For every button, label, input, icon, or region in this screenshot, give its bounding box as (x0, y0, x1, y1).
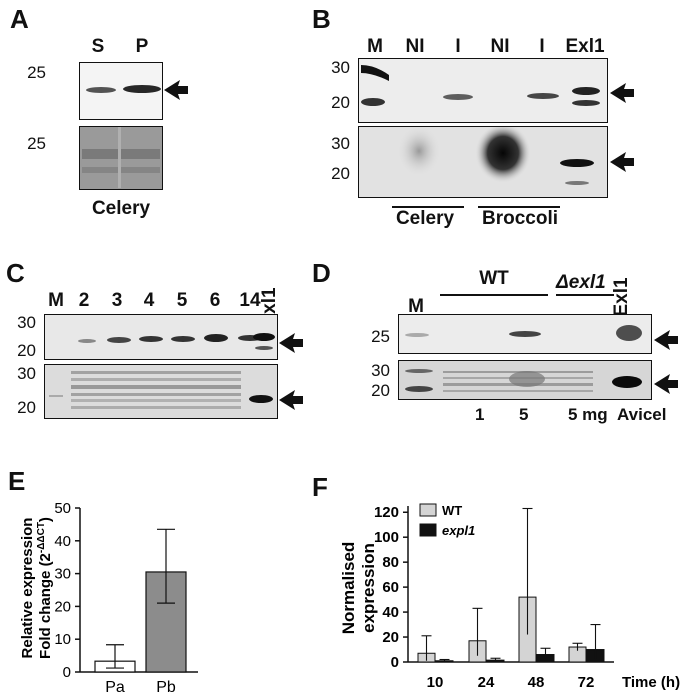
y-tick-label: 100 (374, 529, 399, 546)
y-axis-label-line2: expression (359, 543, 378, 633)
y-tick-label: 30 (54, 566, 71, 583)
western-blot-c (44, 314, 278, 360)
legend-swatch-expl1 (419, 523, 437, 537)
y-axis-label-line2: Fold change (2-ΔΔCT) (36, 517, 54, 659)
legend-label-wt: WT (442, 503, 462, 518)
x-tick-label: Pa (105, 679, 125, 694)
gel-stain-d (398, 360, 652, 400)
mw-marker-30: 30 (17, 313, 36, 332)
lane-label-delta-exl1: Δexl1 (556, 272, 606, 293)
y-tick-label: 80 (382, 554, 399, 571)
group-line-broccoli (478, 206, 560, 208)
lane-label-m: M (408, 296, 424, 317)
y-tick-label: 40 (382, 604, 399, 621)
x-tick-label: Pb (156, 679, 176, 694)
group-label-celery: Celery (395, 208, 455, 229)
western-blot-a (79, 62, 163, 120)
lane-label-2: 2 (78, 290, 90, 311)
mw-marker-20: 20 (331, 164, 350, 183)
mw-marker-30: 30 (331, 58, 350, 77)
panel-d-label: D (312, 258, 331, 288)
group-line-wt (440, 294, 548, 296)
x-axis-label: Time (h) (622, 674, 680, 691)
y-tick-label: 0 (63, 664, 71, 681)
panel-b-label: B (312, 4, 331, 34)
lane-label-3: 3 (111, 290, 123, 311)
x-tick-label: 10 (427, 674, 444, 691)
mw-marker-20: 20 (331, 93, 350, 112)
lane-label-i: I (539, 36, 545, 57)
x-tick-label: 24 (478, 674, 495, 691)
y-tick-label: 60 (382, 579, 399, 596)
caption-celery: Celery (91, 198, 151, 219)
group-line-celery (392, 206, 464, 208)
mw-marker-25: 25 (371, 327, 390, 346)
arrow-icon (279, 390, 303, 410)
x-tick-label: 72 (578, 674, 595, 691)
mw-marker-20: 20 (17, 341, 36, 360)
lane-label-exl1: Exl1 (565, 36, 605, 57)
mw-marker-25: 25 (27, 134, 46, 153)
mw-marker-30: 30 (17, 364, 36, 383)
lane-label-i: I (455, 36, 461, 57)
y-axis-label-line1: Relative expression (19, 518, 36, 659)
arrow-icon (610, 152, 634, 172)
lane-label-m: M (367, 36, 383, 57)
lane-label-5: 5 (176, 290, 188, 311)
y-tick-label: 10 (54, 631, 71, 648)
lane-label-exl1: Exl1 (611, 277, 632, 317)
arrow-icon (279, 333, 303, 353)
arrow-icon (654, 374, 678, 394)
arrow-icon (164, 80, 188, 100)
bar-chart-f: Normalised expression 0 20 40 60 80 100 120 10… (339, 503, 680, 691)
y-axis-label-line1: Normalised (339, 542, 358, 635)
lane-label-6: 6 (209, 290, 221, 311)
lane-label-m: M (48, 290, 64, 311)
mw-marker-20: 20 (17, 398, 36, 417)
lane-label-14: 14 (239, 290, 261, 311)
mw-marker-20: 20 (371, 381, 390, 400)
group-line-exl1 (556, 294, 614, 296)
y-tick-label: 20 (382, 629, 399, 646)
mw-marker-30: 30 (371, 361, 390, 380)
legend-swatch-wt (419, 503, 437, 517)
y-tick-label: 120 (374, 504, 399, 521)
arrow-icon (654, 330, 678, 350)
lane-label-ni: NI (490, 36, 510, 57)
x-tick-label: 48 (528, 674, 545, 691)
y-tick-label: 20 (54, 598, 71, 615)
bar-pb (145, 571, 187, 673)
arrow-icon (610, 83, 634, 103)
lane-label-s: S (91, 36, 105, 57)
bar-chart-e: Relative expression Fold change (2-ΔΔCT)… (19, 500, 198, 694)
legend-label-expl1: expl1 (442, 523, 475, 538)
avicel-label: Avicel (617, 405, 667, 424)
lane-label-wt: WT (479, 268, 509, 289)
y-tick-label: 40 (54, 533, 71, 550)
lane-label-p: P (135, 36, 149, 57)
mw-marker-25: 25 (27, 63, 46, 82)
western-blot-b (358, 58, 608, 123)
panel-f-label: F (312, 472, 328, 502)
panel-e-label: E (8, 466, 26, 496)
amount-label-1: 1 (475, 405, 485, 424)
y-tick-label: 50 (54, 500, 71, 517)
group-label-broccoli: Broccoli (481, 208, 559, 229)
mw-marker-30: 30 (331, 134, 350, 153)
western-blot-d (398, 314, 652, 354)
lane-label-4: 4 (143, 290, 155, 311)
lane-label-ni: NI (405, 36, 425, 57)
panel-a-label: A (10, 4, 29, 34)
amount-label-5: 5 (519, 405, 529, 424)
gel-stain-a (79, 126, 163, 190)
gel-stain-c (44, 364, 278, 419)
panel-c-label: C (6, 258, 25, 288)
amount-label-5mg: 5 mg (568, 405, 608, 424)
y-tick-label: 0 (391, 654, 399, 671)
zymogram-b (358, 126, 608, 198)
